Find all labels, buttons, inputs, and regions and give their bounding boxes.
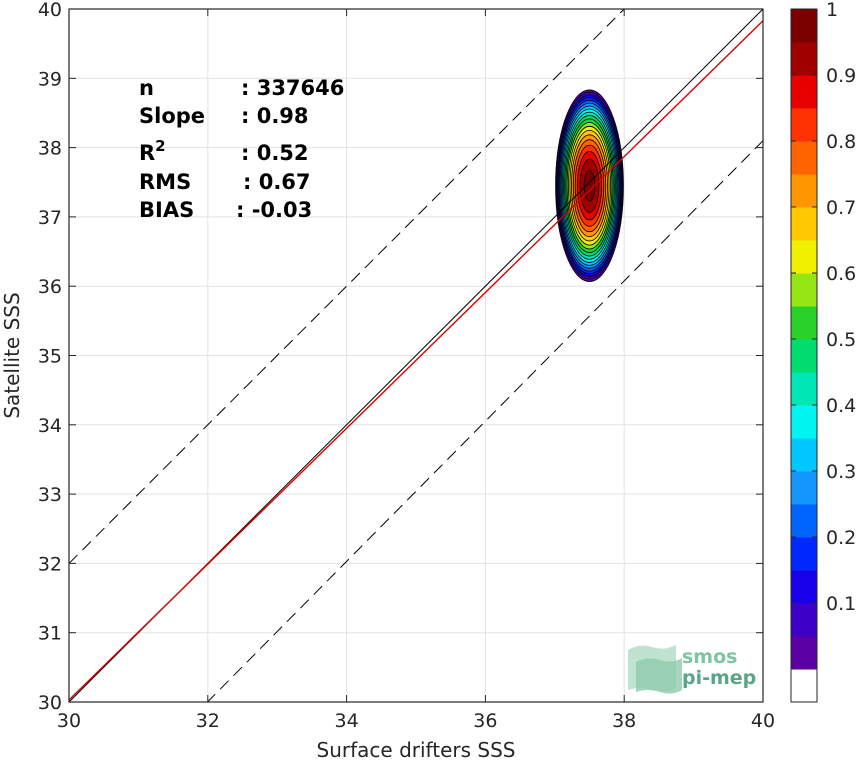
y-tick-label: 37 <box>38 207 62 229</box>
statistics-annotation: n : 337646 Slope : 0.98 R2 : 0.52 RMS : 0.67 BIA… <box>139 76 344 222</box>
stat-value: : 0.98 <box>241 104 309 128</box>
colorbar-tick-label: 0.4 <box>826 395 856 417</box>
y-tick-label: 40 <box>38 0 62 21</box>
x-tick-label: 40 <box>751 710 775 732</box>
stat-value: : 0.67 <box>243 170 311 194</box>
y-tick-label: 39 <box>38 68 62 90</box>
stat-label: RMS <box>139 170 191 194</box>
colorbar-segment <box>791 339 817 373</box>
colorbar-segment <box>791 438 817 472</box>
colorbar-segment <box>791 471 817 505</box>
colorbar-segment <box>791 570 817 604</box>
reference-lines <box>69 9 763 702</box>
colorbar-tick-label: 0.9 <box>826 65 856 87</box>
y-axis-label: Satellite SSS <box>0 292 24 418</box>
colorbar-segment <box>791 405 817 439</box>
smos-pimep-logo: smos pi-mep <box>628 645 756 694</box>
x-tick-label: 38 <box>612 710 636 732</box>
colorbar-segment <box>791 108 817 142</box>
logo-waves-icon-front <box>636 658 682 694</box>
logo-line2: pi-mep <box>682 667 756 689</box>
colorbar-segment <box>791 636 817 670</box>
colorbar-segment <box>791 42 817 76</box>
x-tick-label: 30 <box>57 710 81 732</box>
colorbar-frame <box>790 8 818 703</box>
colorbar-tick-label: 1 <box>826 0 838 21</box>
colorbar-segment <box>791 603 817 637</box>
colorbar-segment <box>791 141 817 175</box>
density-contours <box>555 89 624 282</box>
y-axis-ticks: 30 31 32 33 34 35 36 37 38 39 40 <box>38 0 763 714</box>
x-tick-label: 32 <box>196 710 220 732</box>
line-regression <box>69 20 763 701</box>
colorbar <box>791 9 817 703</box>
colorbar-tick-label: 0.8 <box>826 131 856 153</box>
colorbar-ticks: 0.1 0.2 0.3 0.4 0.5 0.6 0.7 0.8 0.9 1 <box>791 0 856 615</box>
colorbar-segment <box>791 174 817 208</box>
colorbar-segment <box>791 273 817 307</box>
stat-value: : 337646 <box>241 76 344 100</box>
colorbar-tick-label: 0.1 <box>826 593 856 615</box>
stat-superscript: 2 <box>155 137 165 155</box>
colorbar-tick-label: 0.2 <box>826 527 856 549</box>
y-tick-label: 36 <box>38 276 62 298</box>
y-tick-label: 34 <box>38 415 62 437</box>
y-tick-label: 35 <box>38 346 62 368</box>
colorbar-segment <box>791 372 817 406</box>
colorbar-segment <box>791 207 817 241</box>
x-tick-label: 34 <box>335 710 359 732</box>
stat-label: BIAS <box>139 198 194 222</box>
colorbar-tick-label: 0.7 <box>826 197 856 219</box>
colorbar-segment <box>791 504 817 538</box>
y-tick-label: 30 <box>38 692 62 714</box>
colorbar-segment <box>791 75 817 109</box>
colorbar-tick-label: 0.5 <box>826 329 856 351</box>
colorbar-segment <box>791 306 817 340</box>
stat-label: n <box>139 76 154 100</box>
line-lower_bound <box>206 140 763 702</box>
colorbar-segment <box>791 537 817 571</box>
stat-label: R2 <box>139 137 166 165</box>
y-tick-label: 38 <box>38 138 62 160</box>
line-upper_bound <box>69 9 625 564</box>
colorbar-segment <box>791 9 817 43</box>
y-tick-label: 33 <box>38 484 62 506</box>
stat-value: : 0.52 <box>241 141 309 165</box>
y-tick-label: 32 <box>38 553 62 575</box>
colorbar-tick-label: 0.6 <box>826 263 856 285</box>
stat-label: Slope <box>139 104 205 128</box>
x-axis-ticks: 30 32 34 36 38 40 <box>57 9 775 732</box>
x-axis-label: Surface drifters SSS <box>317 738 516 762</box>
colorbar-segment <box>791 669 817 703</box>
colorbar-segment <box>791 240 817 274</box>
colorbar-tick-label: 0.3 <box>826 461 856 483</box>
stat-value: : -0.03 <box>236 198 312 222</box>
logo-line1: smos <box>682 646 737 668</box>
x-tick-label: 36 <box>473 710 497 732</box>
y-tick-label: 31 <box>38 623 62 645</box>
